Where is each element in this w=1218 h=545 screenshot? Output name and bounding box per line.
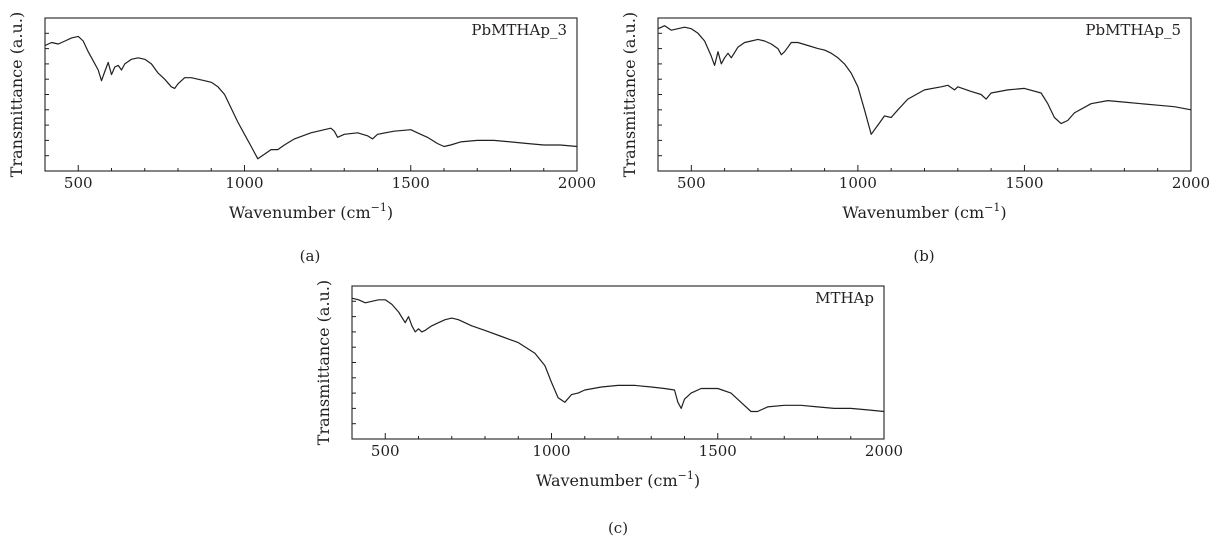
panel-caption: (a) [300, 247, 321, 265]
x-tick-label: 1500 [699, 442, 737, 460]
series-label: PbMTHAp_5 [1085, 21, 1181, 39]
x-axis-label: Wavenumber (cm−1) [229, 201, 393, 222]
panel-caption: (c) [608, 519, 628, 537]
x-tick-label: 500 [371, 442, 400, 460]
x-axis-label: Wavenumber (cm−1) [842, 201, 1006, 222]
x-tick-label: 2000 [558, 174, 596, 192]
x-tick-label: 1500 [392, 174, 430, 192]
panel-b: 500 1000 1500 2000 Wavenumber (cm−1) Transmit… [620, 12, 1210, 265]
series-label: MTHAp [815, 289, 874, 307]
spectrum-line [657, 25, 1192, 135]
x-tick-label: 1500 [1005, 174, 1043, 192]
plot-frame [351, 285, 885, 440]
y-axis-label: Transmittance (a.u.) [314, 280, 333, 445]
spectrum-line [44, 35, 578, 160]
panel-c: 500 1000 1500 2000 Wavenumber (cm−1) Transmit… [314, 280, 903, 537]
x-tick-label: 1000 [532, 442, 570, 460]
x-tick-label: 500 [677, 174, 706, 192]
panel-caption: (b) [913, 247, 934, 265]
spectrum-line [351, 297, 885, 413]
x-axis-label: Wavenumber (cm−1) [536, 469, 700, 490]
panel-a: 500 1000 1500 2000 Wavenumber (cm−1) Transmit… [7, 12, 596, 265]
series-label: PbMTHAp_3 [471, 21, 567, 39]
x-tick-label: 1000 [839, 174, 877, 192]
x-tick-label: 500 [64, 174, 93, 192]
x-tick-label: 2000 [1172, 174, 1210, 192]
y-axis-label: Transmittance (a.u.) [620, 12, 639, 177]
plot-frame [657, 17, 1192, 172]
y-axis-label: Transmittance (a.u.) [7, 12, 26, 177]
plot-frame [44, 17, 578, 172]
x-tick-label: 1000 [225, 174, 263, 192]
x-tick-label: 2000 [865, 442, 903, 460]
